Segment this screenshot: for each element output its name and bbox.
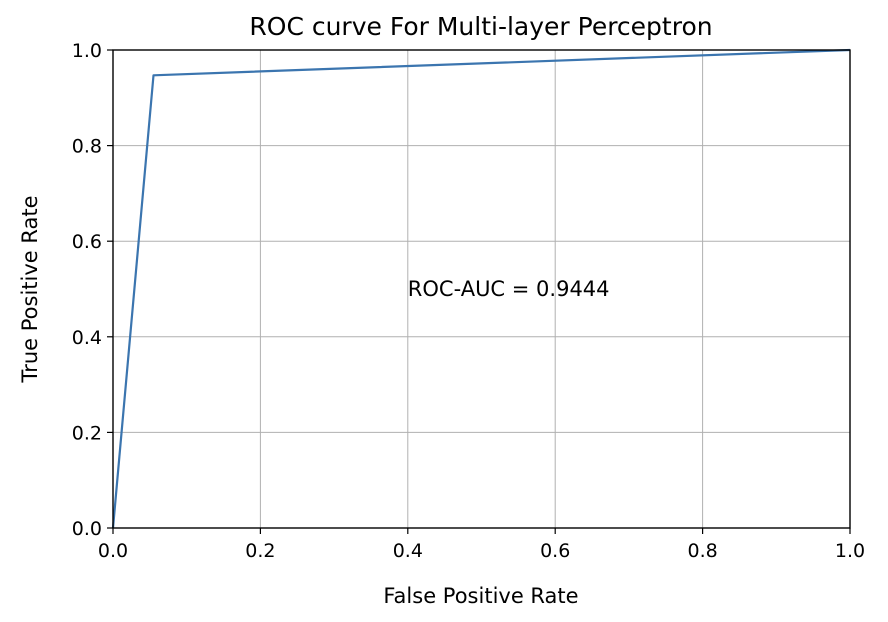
x-axis-label: False Positive Rate [383,584,578,608]
y-axis-ticks: 0.0 0.2 0.4 0.6 0.8 1.0 [72,40,113,540]
x-tick-label: 0.6 [540,540,570,562]
y-tick-label: 0.8 [72,136,102,158]
grid-lines [112,49,851,529]
x-tick-label: 1.0 [835,540,865,562]
x-tick-label: 0.2 [245,540,275,562]
y-tick-label: 0.2 [72,422,102,444]
chart-title: ROC curve For Multi-layer Perceptron [249,12,712,41]
x-tick-label: 0.0 [98,540,128,562]
x-tick-label: 0.8 [687,540,717,562]
y-tick-label: 1.0 [72,40,102,62]
plot-frame [112,49,851,529]
roc-auc-annotation: ROC-AUC = 0.9444 [408,277,610,301]
series-layer [111,48,851,529]
y-axis-label: True Positive Rate [18,195,42,383]
y-tick-label: 0.6 [72,231,102,253]
roc-curve-line [111,48,851,529]
y-tick-label: 0.4 [72,327,102,349]
annotations-layer: ROC-AUC = 0.9444 [408,277,610,301]
x-axis-ticks: 0.0 0.2 0.4 0.6 0.8 1.0 [98,528,865,562]
y-tick-label: 0.0 [72,518,102,540]
x-tick-label: 0.4 [393,540,423,562]
